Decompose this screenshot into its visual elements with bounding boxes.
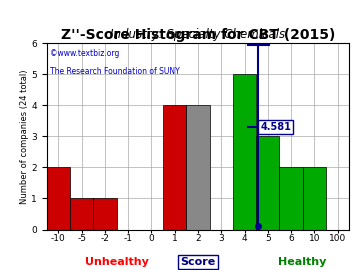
Text: The Research Foundation of SUNY: The Research Foundation of SUNY <box>50 68 180 76</box>
Bar <box>47 167 70 230</box>
Text: 4.581: 4.581 <box>260 122 291 132</box>
Text: ©www.textbiz.org: ©www.textbiz.org <box>50 49 119 58</box>
Y-axis label: Number of companies (24 total): Number of companies (24 total) <box>19 69 28 204</box>
Bar <box>303 167 326 230</box>
Bar <box>93 198 117 230</box>
Title: Z''-Score Histogram for CBT (2015): Z''-Score Histogram for CBT (2015) <box>61 28 335 42</box>
Text: Industry: Specialty Chemicals: Industry: Specialty Chemicals <box>111 28 285 41</box>
Bar <box>233 74 256 230</box>
Text: Healthy: Healthy <box>279 257 327 267</box>
Bar <box>279 167 303 230</box>
Text: Unhealthy: Unhealthy <box>85 257 149 267</box>
Bar <box>256 136 279 230</box>
Bar <box>70 198 93 230</box>
Text: Score: Score <box>180 257 216 267</box>
Bar <box>163 105 186 230</box>
Bar <box>186 105 210 230</box>
